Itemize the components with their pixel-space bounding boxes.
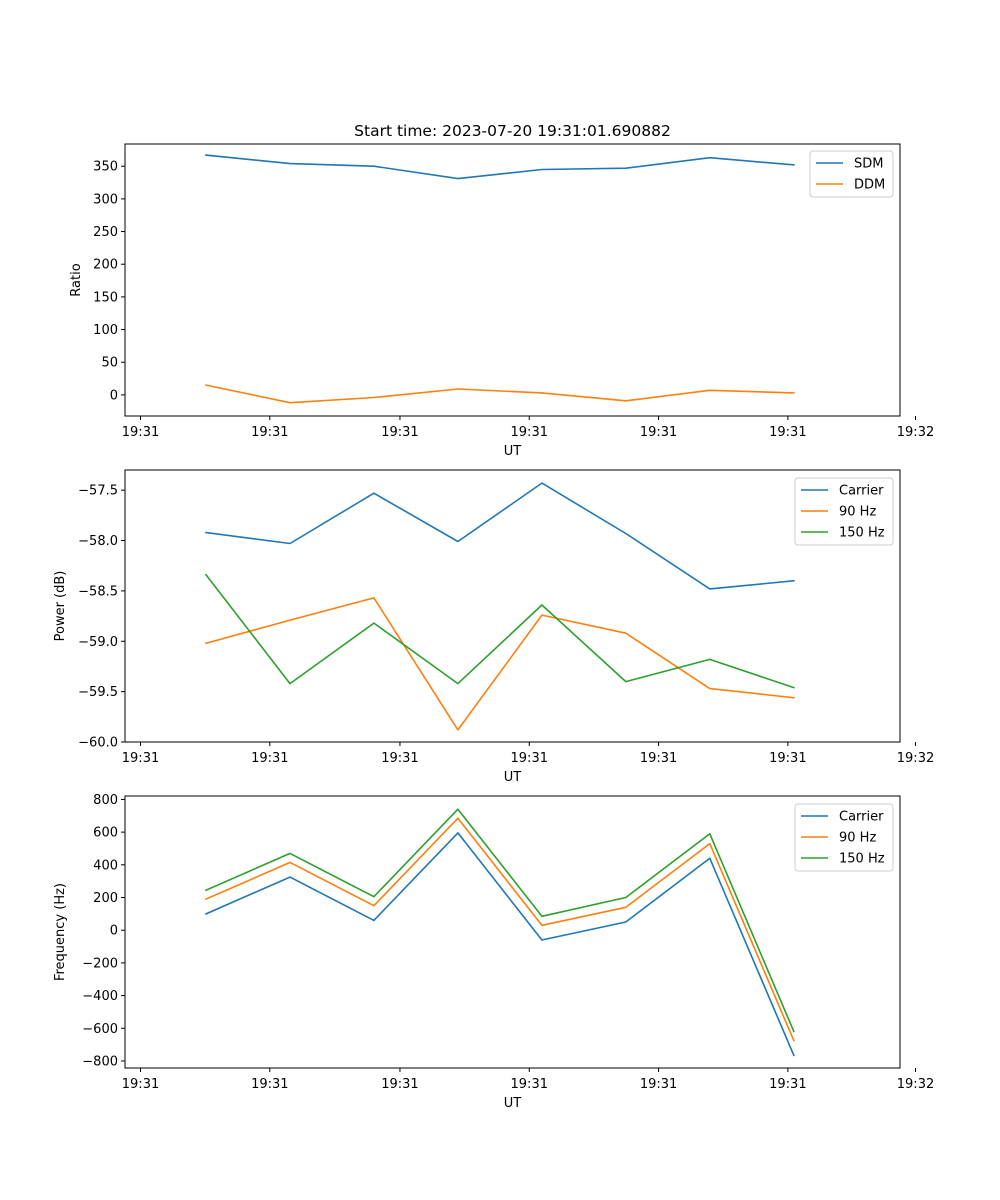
y-axis-label: Ratio — [69, 263, 84, 296]
legend-label: 90 Hz — [839, 505, 876, 520]
y-tick-label: −57.5 — [78, 484, 118, 499]
y-tick-label: −59.0 — [78, 635, 118, 650]
x-tick-label: 19:31 — [511, 425, 548, 440]
x-tick-label: 19:31 — [251, 751, 288, 766]
series-line-carrier — [204, 832, 795, 1057]
y-tick-label: −400 — [82, 989, 118, 1004]
y-tick-label: 200 — [93, 891, 118, 906]
y-tick-label: −200 — [82, 956, 118, 971]
x-tick-label: 19:31 — [122, 1077, 159, 1092]
plot-1: 0 50 100 150 200 250 300 350 19:31 19:31 19:31 19:3… — [69, 143, 934, 459]
x-axis-label: UT — [504, 1096, 522, 1111]
x-tick-label: 19:31 — [381, 1077, 418, 1092]
plot-2: −60.0 −59.5 −59.0 −58.5 −58.0 −57.5 19:31 19:31… — [53, 469, 934, 785]
x-tick-label: 19:31 — [381, 751, 418, 766]
legend-label: 150 Hz — [839, 526, 885, 541]
x-tick-label: 19:31 — [381, 425, 418, 440]
legend-label: Carrier — [839, 810, 884, 825]
plot-3: −800 −600 −400 −200 0 200 400 600 800 19:31 19:31 1… — [53, 793, 934, 1111]
y-tick-label: 600 — [93, 826, 118, 841]
y-tick-label: −58.5 — [78, 584, 118, 599]
series-line-150-hz — [204, 573, 795, 689]
y-axis-label: Power (dB) — [53, 571, 68, 642]
x-tick-label: 19:31 — [769, 425, 806, 440]
series-line-carrier — [205, 482, 795, 590]
y-tick-label: 100 — [93, 323, 118, 338]
y-tick-label: −600 — [82, 1022, 118, 1037]
legend-label: SDM — [854, 157, 883, 172]
x-tick-label: 19:32 — [897, 751, 934, 766]
x-tick-label: 19:31 — [640, 425, 677, 440]
legend-label: Carrier — [839, 484, 884, 499]
x-tick-label: 19:31 — [640, 751, 677, 766]
x-tick-label: 19:31 — [251, 1077, 288, 1092]
series-line-90-hz — [204, 817, 795, 1042]
x-tick-label: 19:32 — [897, 1077, 934, 1092]
x-tick-label: 19:31 — [511, 751, 548, 766]
y-tick-label: 0 — [110, 388, 118, 403]
axes-frame — [124, 143, 901, 417]
series-line-90-hz — [205, 597, 795, 731]
x-tick-label: 19:31 — [511, 1077, 548, 1092]
y-tick-label: 150 — [93, 290, 118, 305]
x-tick-label: 19:32 — [897, 425, 934, 440]
y-tick-label: −58.0 — [78, 534, 118, 549]
y-tick-label: −800 — [82, 1054, 118, 1069]
y-tick-label: 800 — [93, 793, 118, 808]
y-tick-label: 350 — [93, 160, 118, 175]
axes-frame — [124, 469, 901, 743]
x-tick-label: 19:31 — [769, 751, 806, 766]
axes-frame — [124, 795, 901, 1069]
series-line-ddm — [205, 384, 795, 404]
figure-title: Start time: 2023-07-20 19:31:01.690882 — [354, 122, 671, 140]
x-axis-label: UT — [504, 770, 522, 785]
x-axis-label: UT — [504, 444, 522, 459]
legend-box — [794, 803, 894, 872]
x-tick-label: 19:31 — [122, 425, 159, 440]
legend-label: 150 Hz — [839, 852, 885, 867]
legend-label: 90 Hz — [839, 831, 876, 846]
y-tick-label: 50 — [101, 356, 118, 371]
series-line-150-hz — [204, 808, 795, 1033]
y-axis-label: Frequency (Hz) — [53, 883, 68, 981]
y-tick-label: 250 — [93, 225, 118, 240]
y-tick-label: −60.0 — [78, 736, 118, 751]
y-tick-label: 400 — [93, 858, 118, 873]
y-tick-label: 200 — [93, 258, 118, 273]
legend-box — [794, 477, 894, 546]
y-tick-label: 0 — [110, 924, 118, 939]
y-tick-label: 300 — [93, 192, 118, 207]
series-line-sdm — [205, 154, 795, 180]
y-tick-label: −59.5 — [78, 685, 118, 700]
x-tick-label: 19:31 — [769, 1077, 806, 1092]
x-tick-label: 19:31 — [122, 751, 159, 766]
x-tick-label: 19:31 — [640, 1077, 677, 1092]
legend-label: DDM — [854, 178, 885, 193]
x-tick-label: 19:31 — [251, 425, 288, 440]
